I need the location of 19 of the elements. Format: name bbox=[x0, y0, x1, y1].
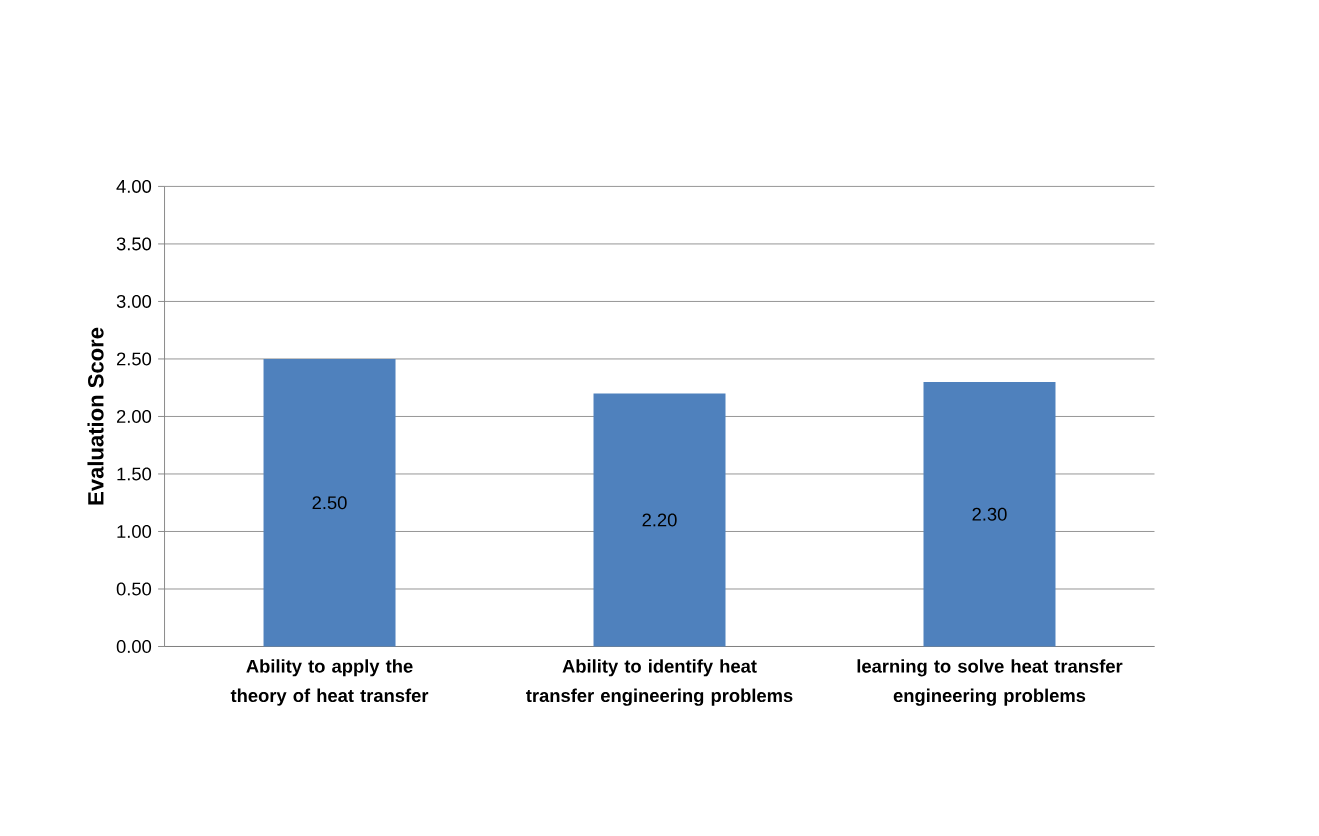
x-tick-label: Ability to apply the theory of heat transfer bbox=[230, 659, 429, 706]
y-tick-label: 1.50 bbox=[117, 467, 152, 481]
y-tick-label: 3.00 bbox=[116, 295, 152, 309]
x-tick-label: learning to solve heat transfer engineering problems bbox=[857, 659, 1123, 706]
y-tick-label: 0.00 bbox=[116, 640, 152, 654]
y-axis-title: Evaluation Score bbox=[87, 327, 104, 505]
x-tick-label: Ability to identify heat transfer engineering problems bbox=[526, 659, 793, 706]
data-label: 2.50 bbox=[312, 496, 347, 510]
bar bbox=[923, 382, 1056, 647]
y-tick-label: 3.50 bbox=[116, 237, 152, 251]
data-label: 2.30 bbox=[972, 507, 1007, 521]
bar bbox=[263, 359, 396, 647]
y-tick-label: 2.50 bbox=[116, 352, 152, 366]
y-tick-label: 0.50 bbox=[116, 582, 152, 596]
data-label: 2.20 bbox=[642, 513, 677, 527]
y-tick-label: 2.00 bbox=[116, 410, 152, 424]
y-tick-label: 4.00 bbox=[116, 180, 152, 194]
bar bbox=[593, 393, 726, 647]
y-tick-label: 1.00 bbox=[117, 525, 152, 539]
